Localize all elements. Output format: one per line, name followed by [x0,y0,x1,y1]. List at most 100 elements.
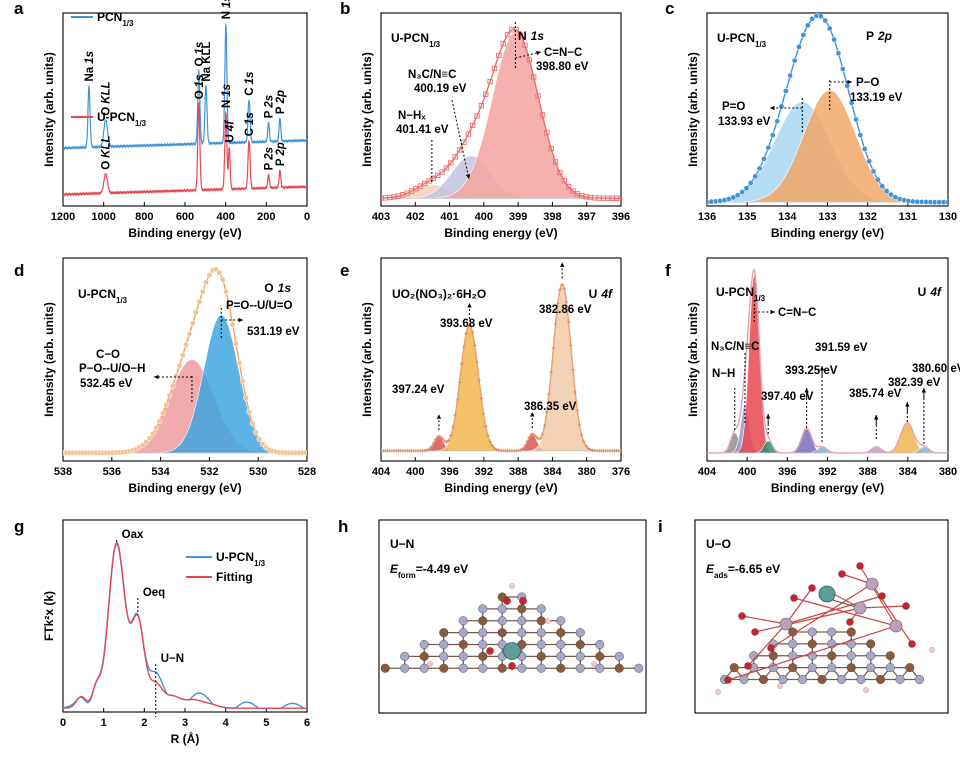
panel-b-n1s-spectrum: b 403 402 401 400 399 398 397 396 Binding energy … [340,0,630,240]
panel-g-xtick-label-6: 6 [304,717,310,729]
panel-d-element-title: O 1s [264,281,291,295]
panel-e-data-point-178 [573,390,577,394]
panel-c-data-point-164 [883,188,890,194]
panel-b-data-point-168 [561,178,567,184]
panel-h-atom-50 [536,663,546,673]
panel-g-exafs-spectrum: g0 1 2 3 4 5 6R (Å)FTk²x (k)U-PCN1/3FittingOax… [14,517,310,746]
panel-f-element-title-part-1: 4f [929,285,942,299]
panel-h-atom-22 [458,640,468,650]
panel-i-atom-29 [739,675,749,685]
panel-e-data-point-56 [440,436,444,441]
panel-f-panel-letter: f [665,261,671,280]
panel-c-data-point-116 [831,36,837,43]
panel-b-data-point-116 [504,32,511,38]
panel-b-data-point-96 [483,91,489,97]
panel-b-data-point-152 [544,130,550,136]
panel-a-peak-label-5-orbital: 1s [244,72,256,85]
panel-h-panel-letter: h [338,517,348,536]
panel-i-atom-5 [788,639,798,649]
panel-c-data-point-32 [739,189,745,196]
panel-a-peak-label-6-main: P [264,110,276,118]
panel-b-c-n-c-arrow-head [536,50,541,56]
panel-c-p-o-value: 133.19 eV [850,92,903,104]
panel-e-data-point-152 [545,410,549,414]
panel-b-data-point-84 [469,122,476,129]
panel-e-data-point-62 [446,438,451,443]
panel-e-data-point-164 [558,287,562,292]
panel-a-xtick-label-6: 0 [304,211,310,223]
panel-e-data-point-170 [564,300,569,304]
panel-b-xtick-label-6: 397 [578,211,596,223]
panel-a-peak-label-9: O 1s [194,75,206,100]
panel-e-peak-value-1: 393.68 eV [440,318,493,330]
panel-f-xlabel: Binding energy (eV) [771,481,884,495]
panel-a-peak-label-0: Na 1s [84,51,96,82]
panel-c-data-point-44 [752,173,759,180]
panel-b-data-point-68 [452,154,458,160]
panel-a-xtick-label-1: 1000 [91,211,115,223]
panel-f-peak-value-3: 385.74 eV [849,388,902,400]
panel-c-data-point-168 [888,191,894,198]
panel-b-element-title-part-0: N [518,29,527,43]
panel-d-data-point-81 [149,430,156,437]
panel-e-data-point-146 [538,436,543,441]
panel-h-atom-43 [400,663,410,673]
panel-b-data-point-136 [526,57,533,63]
panel-h-frame [378,519,647,714]
panel-b-data-point-72 [456,147,463,153]
panel-h-u-n-structure: h U−N Eform=-4.49 eV [338,517,647,714]
panel-d-data-point-123 [196,298,203,305]
panel-h-atom-48 [497,663,507,673]
panel-b-xlabel: Binding energy (eV) [444,226,557,240]
panel-b-fit-envelope [381,28,621,199]
panel-b-data-point-140 [531,74,537,80]
panel-d-plot-area [63,266,307,456]
panel-e-data-point-100 [488,439,492,444]
panel-f-plot-area [707,267,948,454]
panel-h-atom-47 [478,663,488,673]
panel-b-data-point-128 [517,32,524,38]
panel-h-atom-27 [556,640,566,650]
panel-c-element-title: P 2p [866,29,892,43]
panel-d-element-title-part-1: 1s [278,281,292,295]
panel-h-oxygen-2 [508,662,516,670]
panel-e-element-title-part-0: U [589,287,598,301]
panel-a-peak-label-12-main: C [244,128,256,136]
panel-i-atom-24 [846,663,856,673]
panel-g-xlabel: R (Å) [171,731,200,746]
panel-i-atom-1 [807,627,817,637]
panel-a-ylabel: Intensity (arb. units) [42,52,56,167]
panel-i-atom-37 [895,675,905,685]
panel-e-ylabel: Intensity (arb. units) [360,302,374,417]
panel-b-data-point-108 [496,52,502,59]
panel-c-data-point-52 [761,155,767,162]
panel-h-atom-53 [595,663,605,673]
panel-a-xtick-label-3: 600 [176,211,194,223]
panel-e-element-title-part-1: 4f [600,287,613,301]
panel-d-xtick-label-4: 530 [249,466,267,478]
panel-h-atom-33 [458,651,468,661]
panel-h-atom-31 [419,651,429,661]
panel-a-peak-label-14-orbital: 2p [275,142,287,156]
panel-a-peak-label-11-main: U [224,134,236,142]
panel-a-peak-label-12: C 1s [244,112,256,136]
panel-i-atom-20 [768,663,778,673]
panel-d-xtick-label-1: 536 [103,466,121,478]
panel-b-data-point-176 [570,188,576,194]
panel-i-atom-38 [915,675,925,685]
panel-e-data-point-174 [569,343,573,348]
panel-c-data-point-92 [804,22,811,29]
panel-e-data-point-52 [435,435,440,439]
panel-e-data-point-172 [566,320,571,324]
panel-h-oxygen-1 [519,597,527,605]
panel-c-data-point-220 [945,199,948,205]
panel-d-data-point-129 [203,279,209,286]
panel-c-xtick-label-5: 131 [899,211,917,223]
panel-a-xlabel: Binding energy (eV) [128,226,241,240]
panel-d-data-point-159 [236,360,243,366]
panel-e-data-point-76 [462,344,466,349]
panel-c-xtick-label-0: 136 [698,211,716,223]
panel-i-atom-32 [798,675,808,685]
panel-h-hydrogen-3 [545,618,551,624]
panel-h-atom-17 [536,628,546,638]
